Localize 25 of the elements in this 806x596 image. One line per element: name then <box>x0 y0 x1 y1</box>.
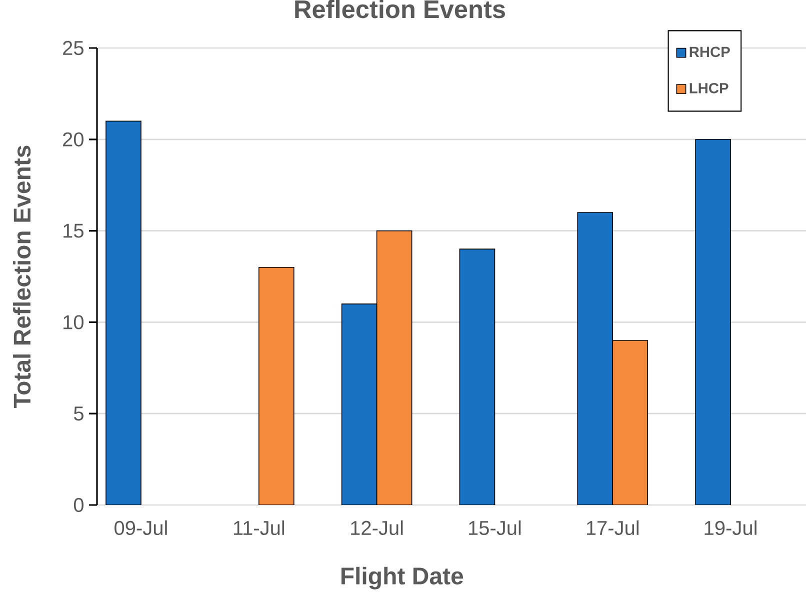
bar <box>695 139 731 505</box>
x-tick-label: 12-Jul <box>351 520 403 536</box>
bar <box>106 120 142 505</box>
x-axis-title: Flight Date <box>341 566 464 590</box>
bar <box>577 212 614 505</box>
x-tick-label: 11-Jul <box>234 520 284 536</box>
y-axis-title: Total Reflection Events <box>13 146 31 408</box>
y-tick-label: 10 <box>64 315 84 330</box>
bar <box>258 266 294 505</box>
bar <box>612 340 648 505</box>
y-tick-label: 25 <box>63 40 84 56</box>
x-tick-label: 09-Jul <box>114 520 167 536</box>
chart-title: Reflection Events <box>295 0 505 18</box>
y-tick-label: 5 <box>74 406 84 421</box>
y-tick-label: 20 <box>63 132 84 146</box>
x-tick-label: 17-Jul <box>586 520 639 536</box>
y-tick-label: 15 <box>64 224 84 238</box>
legend-label: RHCP <box>690 46 730 58</box>
bar <box>459 248 496 505</box>
bar <box>376 230 412 505</box>
bar <box>341 304 378 505</box>
y-tick-label: 0 <box>74 498 84 512</box>
x-tick-label: 19-Jul <box>704 520 756 536</box>
x-tick-label: 15-Jul <box>469 520 521 536</box>
legend-label: LHCP <box>690 82 728 94</box>
